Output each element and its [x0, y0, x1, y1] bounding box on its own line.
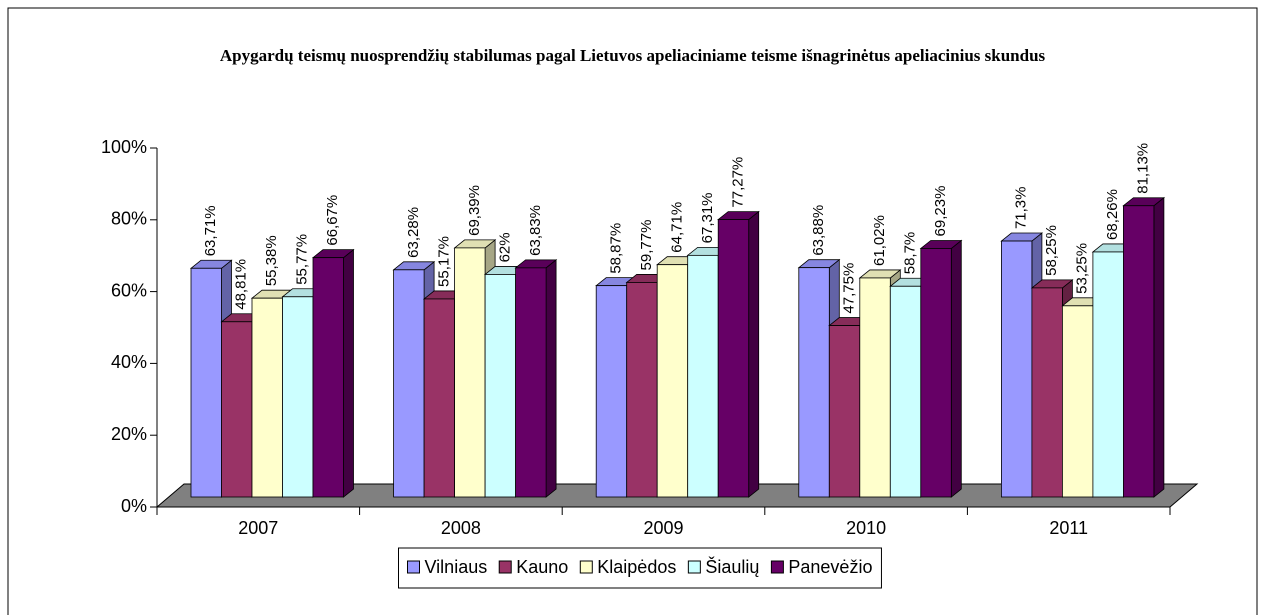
value-label: 53,25%: [1074, 243, 1091, 294]
bar: [1062, 305, 1094, 498]
value-label: 63,88%: [810, 205, 827, 256]
value-label: 63,71%: [202, 205, 219, 256]
value-label: 63,28%: [405, 207, 422, 258]
bar: [717, 219, 750, 498]
value-label: 55,38%: [263, 235, 280, 286]
bar-shade: [252, 290, 293, 299]
x-tick-label: 2011: [1049, 518, 1088, 538]
bar: [221, 321, 253, 498]
bar-shade: [1123, 197, 1164, 206]
bar: [423, 298, 456, 498]
legend-label: Šiaulių: [705, 556, 759, 577]
legend-label: Klaipėdos: [597, 557, 676, 577]
bar-shade: [798, 259, 840, 268]
y-tick-label: 40%: [111, 352, 147, 372]
bar: [1092, 251, 1124, 498]
bar: [595, 285, 628, 498]
chart-title: Apygardų teismų nuosprendžių stabilumas …: [219, 46, 1046, 65]
bar-shade: [859, 269, 901, 278]
value-label: 58,87%: [607, 223, 624, 274]
bar: [393, 269, 425, 498]
value-label: 48,81%: [233, 259, 250, 310]
bar: [626, 282, 658, 498]
y-tick-label: 100%: [101, 137, 147, 157]
bar-shade: [920, 240, 962, 249]
value-label: 77,27%: [729, 157, 746, 208]
legend-box: [398, 547, 882, 589]
bar-shade: [546, 259, 557, 497]
bar: [859, 277, 891, 498]
legend-swatch: [770, 560, 784, 574]
x-tick-label: 2008: [441, 518, 481, 538]
legend: Vilniaus Kauno Klaipėdos Šiaulių Panevėžio: [398, 547, 882, 589]
bar-shade: [1153, 197, 1164, 498]
bar: [1123, 205, 1155, 498]
x-tick-label: 2007: [238, 518, 278, 538]
bar-shade: [718, 211, 759, 220]
legend-label: Kauno: [516, 557, 568, 577]
bar: [828, 325, 861, 498]
bar-shade: [748, 211, 759, 497]
bar-shade: [191, 260, 232, 269]
bar: [312, 257, 344, 498]
legend-swatch: [407, 560, 420, 574]
value-label: 69,39%: [466, 185, 483, 236]
x-tick-label: 2010: [846, 518, 886, 538]
value-label: 68,26%: [1104, 189, 1121, 240]
value-label: 58,25%: [1043, 225, 1060, 276]
y-tick-label: 80%: [111, 209, 147, 229]
value-label: 67,31%: [699, 192, 716, 243]
bar: [282, 296, 314, 498]
bar: [920, 248, 952, 498]
value-label: 69,23%: [932, 186, 949, 237]
legend-label: Vilniaus: [425, 557, 488, 577]
bar: [656, 264, 689, 498]
value-label: 55,17%: [435, 236, 452, 287]
legend-swatch: [579, 560, 593, 574]
y-tick-label: 0%: [121, 496, 147, 516]
bar: [889, 285, 922, 498]
bar-shade: [454, 239, 496, 248]
value-label: 58,7%: [902, 232, 919, 275]
value-label: 63,83%: [527, 205, 544, 256]
bar: [687, 254, 719, 498]
value-label: 81,13%: [1135, 143, 1152, 194]
value-label: 55,77%: [294, 234, 311, 285]
value-label: 62%: [496, 232, 513, 262]
bar-shade: [393, 261, 435, 270]
bar: [515, 267, 547, 498]
value-label: 66,67%: [324, 195, 341, 246]
legend-swatch: [498, 560, 512, 574]
bar: [454, 247, 486, 498]
legend-label: Panevėžio: [788, 557, 872, 577]
value-label: 61,02%: [871, 215, 888, 266]
bar-shade: [343, 249, 354, 497]
x-tick-label: 2009: [643, 518, 683, 538]
bar: [1031, 287, 1063, 498]
y-tick-label: 20%: [111, 424, 147, 444]
value-label: 71,3%: [1013, 186, 1030, 229]
bar: [251, 297, 283, 498]
value-label: 64,71%: [668, 202, 685, 253]
bar-shade: [1031, 279, 1073, 288]
bar: [484, 274, 517, 498]
y-tick-label: 60%: [111, 280, 147, 300]
value-label: 59,77%: [638, 220, 655, 271]
bar-shade: [313, 249, 354, 258]
value-label: 47,75%: [841, 263, 858, 314]
bar-shade: [515, 259, 557, 268]
bar-shade: [1001, 233, 1042, 242]
bar-shade: [951, 240, 962, 497]
bar: [798, 267, 830, 498]
bar: [190, 267, 222, 498]
bar: [1001, 240, 1033, 498]
legend-swatch: [687, 560, 701, 574]
chart-frame: [7, 7, 1258, 615]
